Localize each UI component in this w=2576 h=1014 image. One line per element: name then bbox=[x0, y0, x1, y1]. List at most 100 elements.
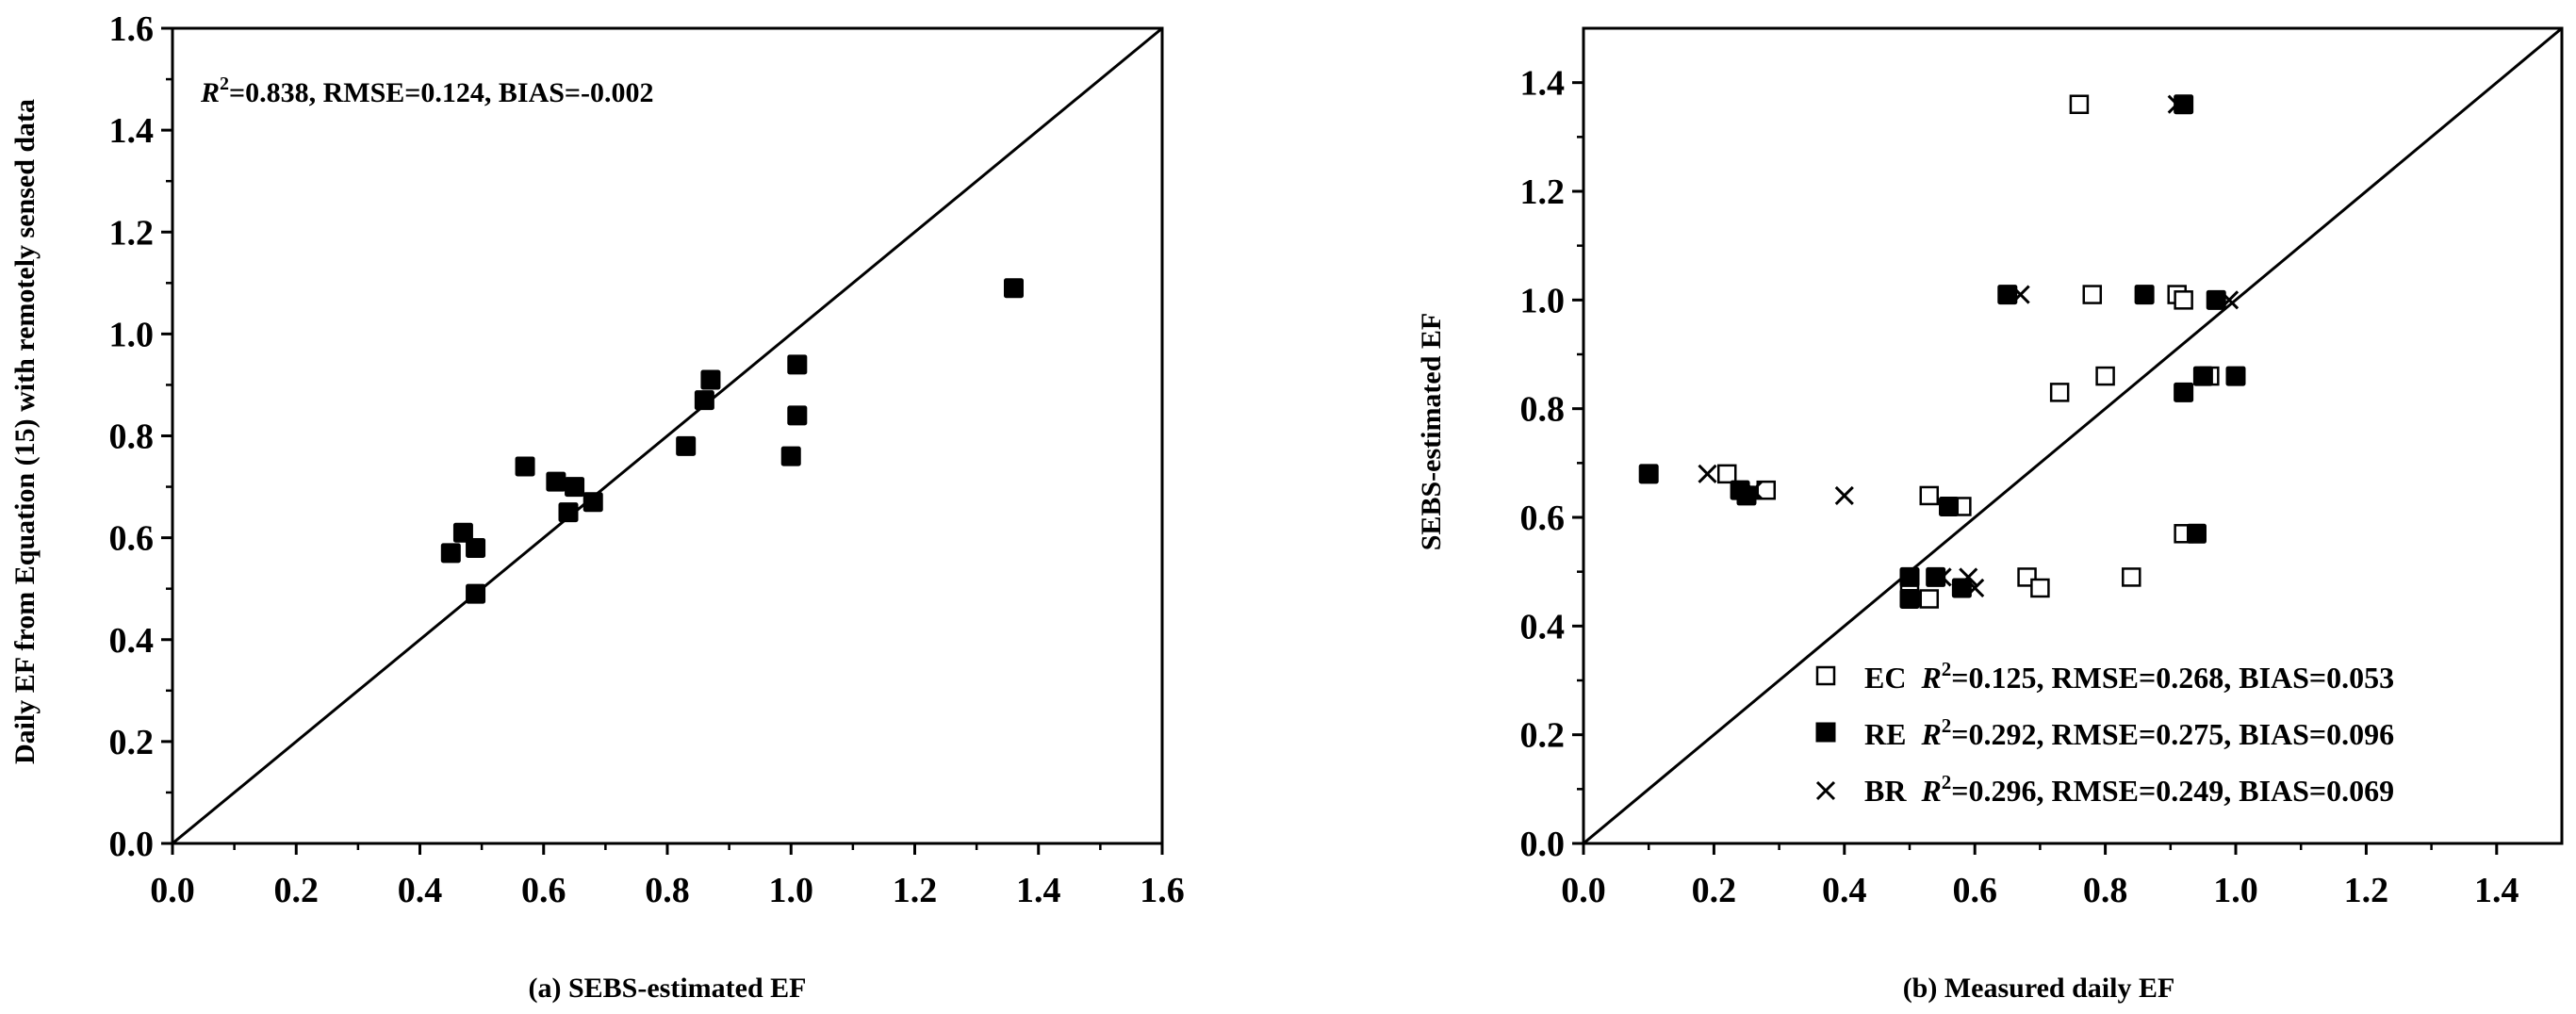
data-point-open-square bbox=[2174, 290, 2193, 310]
y-tick-label: 0.2 bbox=[109, 723, 155, 762]
data-point-filled-square bbox=[452, 522, 473, 543]
x-tick-label: 1.6 bbox=[1140, 871, 1185, 910]
data-point-open-square bbox=[2095, 366, 2115, 386]
y-tick-label: 1.0 bbox=[1520, 281, 1566, 320]
data-point-filled-square bbox=[2192, 366, 2213, 386]
data-point-filled-square bbox=[2206, 289, 2226, 310]
y-tick-label: 0.0 bbox=[109, 825, 155, 864]
x-tick-label: 1.4 bbox=[2474, 871, 2519, 910]
y-tick-label: 1.2 bbox=[109, 213, 155, 253]
data-point-filled-square bbox=[700, 369, 721, 390]
y-tick-label: 1.2 bbox=[1520, 172, 1566, 212]
data-point-open-square bbox=[2069, 94, 2090, 114]
data-point-cross bbox=[2220, 290, 2240, 310]
data-point-filled-square bbox=[546, 471, 566, 492]
x-tick-label: 0.4 bbox=[398, 871, 443, 910]
legend-marker-cross bbox=[1815, 780, 1836, 801]
data-point-filled-square bbox=[1899, 589, 1920, 609]
x-tick-label: 0.0 bbox=[150, 871, 195, 910]
x-tick-label: 0.2 bbox=[1692, 871, 1737, 910]
x-tick-label: 1.4 bbox=[1016, 871, 1061, 910]
x-tick-label: 0.2 bbox=[274, 871, 320, 910]
data-point-filled-square bbox=[558, 502, 579, 523]
panel-b-y-axis-label: SEBS-estimated EF bbox=[1416, 313, 1447, 551]
data-point-cross bbox=[1932, 567, 1952, 587]
data-point-cross bbox=[1834, 485, 1854, 505]
legend-label-re: RE R2=0.292, RMSE=0.275, BIAS=0.096 bbox=[1864, 714, 2394, 751]
data-point-open-square bbox=[1716, 464, 1737, 484]
x-tick-label: 0.6 bbox=[1952, 871, 1997, 910]
legend-entry-br: BR R2=0.296, RMSE=0.249, BIAS=0.069 bbox=[1815, 771, 2394, 808]
x-tick-label: 1.0 bbox=[2213, 871, 2258, 910]
data-point-open-square bbox=[2122, 567, 2141, 587]
x-tick-label: 1.2 bbox=[2344, 871, 2389, 910]
data-point-filled-square bbox=[466, 537, 486, 558]
data-point-filled-square bbox=[1899, 566, 1920, 587]
y-tick-label: 1.0 bbox=[109, 315, 155, 354]
data-point-filled-square bbox=[515, 456, 535, 477]
panel-b-legend: EC R2=0.125, RMSE=0.268, BIAS=0.053 RE R2=… bbox=[1815, 658, 2394, 808]
data-point-filled-square bbox=[2174, 94, 2194, 115]
panel-a-ticks: 0.0 0.2 0.4 0.6 0.8 1.0 1.2 1.4 1.6 0.0 0.2 0.4 0.6 0… bbox=[109, 9, 1185, 910]
data-point-filled-square bbox=[780, 446, 801, 466]
data-point-cross bbox=[2174, 383, 2193, 402]
panel-a-y-axis-label: Daily EF from Equation (15) with remotel… bbox=[9, 99, 41, 764]
data-point-cross bbox=[1965, 578, 1985, 598]
legend-entry-ec: EC R2=0.125, RMSE=0.268, BIAS=0.053 bbox=[1815, 658, 2394, 695]
data-point-filled-square bbox=[1951, 578, 1972, 598]
data-point-filled-square bbox=[676, 435, 697, 456]
panel-a: 0.0 0.2 0.4 0.6 0.8 1.0 1.2 1.4 1.6 0.0 0.2 0.4 0.6 0… bbox=[9, 9, 1185, 1004]
y-tick-label: 0.4 bbox=[109, 621, 155, 661]
y-tick-label: 1.6 bbox=[109, 9, 155, 49]
y-tick-label: 0.8 bbox=[1520, 390, 1566, 430]
panel-b-ticks: 0.0 0.2 0.4 0.6 0.8 1.0 1.2 1.4 0.0 0.2 0.4 0.6 0.8 1… bbox=[1520, 64, 2519, 910]
panel-b-plot-frame bbox=[1582, 26, 2564, 845]
data-point-filled-square bbox=[1939, 496, 1960, 516]
x-tick-label: 0.4 bbox=[1822, 871, 1867, 910]
legend-marker-filled-square bbox=[1815, 722, 1836, 743]
data-point-filled-square bbox=[565, 477, 585, 498]
data-point-filled-square bbox=[582, 492, 603, 513]
x-tick-label: 1.2 bbox=[893, 871, 938, 910]
data-point-open-square bbox=[2082, 285, 2103, 304]
y-tick-label: 0.4 bbox=[1520, 607, 1566, 646]
data-point-cross bbox=[2010, 285, 2030, 304]
panel-a-marks bbox=[440, 278, 1024, 604]
data-point-filled-square bbox=[1638, 464, 1659, 484]
x-tick-label: 0.6 bbox=[521, 871, 566, 910]
panel-b: 0.0 0.2 0.4 0.6 0.8 1.0 1.2 1.4 0.0 0.2 0.4 0.6 0.8 1… bbox=[1416, 26, 2564, 1004]
legend-entry-re: RE R2=0.292, RMSE=0.275, BIAS=0.096 bbox=[1815, 714, 2394, 751]
data-point-filled-square bbox=[2225, 366, 2246, 386]
data-point-cross bbox=[1743, 481, 1763, 500]
data-point-open-square bbox=[1756, 480, 1777, 500]
panel-a-x-axis-label: (a) SEBS-estimated EF bbox=[529, 973, 807, 1004]
data-point-open-square bbox=[1919, 589, 1940, 609]
legend-marker-open-square bbox=[1815, 665, 1836, 686]
data-point-cross bbox=[1698, 464, 1717, 483]
data-point-filled-square bbox=[440, 543, 461, 564]
data-point-filled-square bbox=[2186, 523, 2207, 544]
data-point-filled-square bbox=[694, 390, 714, 411]
y-tick-label: 0.6 bbox=[109, 519, 155, 559]
data-point-filled-square bbox=[787, 354, 808, 375]
data-point-cross bbox=[1959, 567, 1978, 587]
x-tick-label: 0.0 bbox=[1561, 871, 1606, 910]
legend-label-ec: EC R2=0.125, RMSE=0.268, BIAS=0.053 bbox=[1864, 658, 2394, 695]
data-point-filled-square bbox=[787, 405, 808, 426]
panel-a-one-to-one-line bbox=[172, 26, 1163, 845]
data-point-open-square bbox=[1919, 485, 1940, 506]
y-tick-label: 1.4 bbox=[109, 111, 155, 151]
y-tick-label: 0.8 bbox=[109, 417, 155, 457]
data-point-open-square bbox=[2030, 578, 2050, 598]
x-tick-label: 0.8 bbox=[2083, 871, 2128, 910]
x-tick-label: 1.0 bbox=[769, 871, 814, 910]
data-point-filled-square bbox=[2134, 285, 2155, 305]
data-point-open-square bbox=[2049, 383, 2070, 402]
data-point-filled-square bbox=[1926, 566, 1946, 587]
y-tick-label: 0.6 bbox=[1520, 499, 1566, 538]
data-point-filled-square bbox=[1997, 285, 2018, 305]
panel-b-marks bbox=[1638, 94, 2246, 609]
data-point-cross bbox=[2167, 94, 2187, 114]
y-tick-label: 0.2 bbox=[1520, 716, 1566, 756]
